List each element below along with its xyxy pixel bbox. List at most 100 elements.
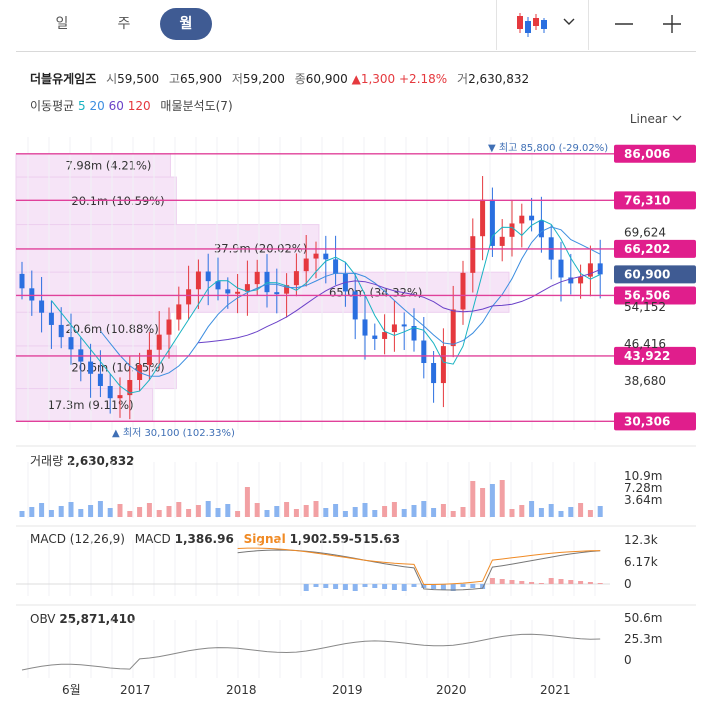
price-level-label: 56,506 — [624, 288, 670, 302]
volume-profile-label: 37.9m (20.02%) — [214, 241, 307, 255]
volume-bar — [470, 481, 476, 517]
tab-week[interactable]: 주 — [117, 16, 131, 32]
volume-profile-label: 7.98m (4.21%) — [65, 158, 151, 172]
moving-average-line — [51, 219, 601, 394]
volume-profile-label: 20.6m (10.85%) — [71, 360, 164, 374]
candle-body — [29, 288, 35, 301]
high-label: 고 — [168, 72, 180, 86]
price-level-badge — [614, 144, 696, 163]
volume-bar — [352, 507, 358, 517]
time-axis-label: 6월 — [62, 683, 81, 697]
macd-histogram-bar — [411, 584, 417, 587]
volume-bar — [460, 507, 466, 517]
volume-label: 거 — [457, 72, 469, 86]
price-level-badge — [614, 412, 696, 431]
all-time-low-marker: ▲ 최저 30,100 (102.33%) — [112, 427, 235, 439]
tab-day[interactable]: 일 — [55, 16, 69, 32]
quote-summary: 더블유게임즈 시59,500 고65,900 저59,200 종60,900 ▲… — [30, 70, 529, 87]
volume-bar — [519, 505, 525, 517]
zoom-out-button[interactable] — [606, 0, 642, 50]
price-level-badge — [614, 346, 696, 365]
macd-histogram-bar — [568, 580, 574, 584]
candle-body — [460, 272, 466, 310]
up-triangle-icon: ▲ — [351, 72, 361, 86]
volume-bar — [362, 503, 368, 517]
price-level-label: 86,006 — [624, 147, 670, 161]
tab-month[interactable]: 월 — [160, 8, 212, 40]
ma-label: 이동평균 — [30, 99, 75, 113]
macd-histogram-bar — [509, 580, 515, 584]
price-level-label: 30,306 — [624, 414, 670, 428]
candle-body — [342, 273, 348, 292]
candle-body — [244, 284, 250, 292]
volume-bar — [88, 505, 94, 517]
candle-body — [391, 324, 397, 333]
moving-average-line — [198, 269, 601, 344]
volume-bar — [431, 508, 437, 517]
volume-profile-label: 17.3m (9.11%) — [48, 398, 134, 412]
volume-bar — [176, 502, 182, 517]
macd-histogram-bar — [519, 581, 525, 584]
candle-body — [137, 364, 143, 380]
candle-body — [107, 385, 113, 399]
zoom-in-button[interactable] — [654, 0, 690, 50]
volume-bar — [323, 508, 329, 517]
candle-body — [568, 277, 574, 284]
toolbar-divider — [588, 0, 589, 50]
volume-bar — [313, 501, 319, 517]
open-price: 59,500 — [117, 72, 160, 86]
candle-body — [411, 325, 417, 341]
time-axis-label: 2020 — [436, 683, 467, 697]
macd-axis-tick: 6.17k — [624, 555, 658, 569]
macd-histogram-bar — [313, 584, 319, 587]
candle-body — [597, 263, 603, 275]
volume-bar — [578, 503, 584, 517]
candle-body — [480, 199, 486, 237]
scale-selector[interactable]: Linear — [630, 112, 683, 126]
volume-bar — [303, 505, 309, 517]
macd-histogram-bar — [558, 579, 564, 584]
volume-profile-label: 20.1m (10.59%) — [71, 194, 164, 208]
macd-histogram-bar — [489, 578, 495, 584]
candlestick-icon — [517, 13, 575, 37]
volume-bar — [597, 506, 603, 517]
price-axis-tick: 69,624 — [624, 225, 666, 239]
candle-body — [489, 199, 495, 246]
volume-bar — [450, 511, 456, 517]
volume-bar — [78, 509, 84, 517]
obv-line — [21, 633, 601, 671]
signal-value: 1,902.59-515.63 — [289, 532, 401, 546]
volume-bar — [117, 504, 123, 517]
candle-body — [293, 271, 299, 286]
candle-body — [254, 271, 260, 285]
low-label: 저 — [231, 72, 243, 86]
candle-body — [578, 276, 584, 284]
macd-histogram-bar — [431, 584, 437, 589]
price-level-badge — [614, 191, 696, 210]
all-time-high-marker: ▼ 최고 85,800 (-29.02%) — [488, 142, 608, 154]
volume-bar — [284, 502, 290, 517]
volume-bar — [587, 510, 593, 517]
volume-value: 2,630,832 — [468, 72, 530, 86]
volume-bar — [264, 510, 270, 517]
macd-title: MACD (12,26,9) — [30, 532, 125, 546]
candle-body — [19, 273, 25, 289]
price-axis-tick: 54,152 — [624, 300, 666, 314]
volume-bar — [382, 506, 388, 517]
volume-profile-label: 20.6m (10.88%) — [65, 322, 158, 336]
macd-axis-tick: 0 — [624, 577, 632, 591]
macd-histogram-bar — [597, 583, 603, 584]
volume-bar — [225, 504, 231, 517]
macd-value: 1,386.96 — [174, 532, 234, 546]
volume-bar — [146, 503, 152, 517]
candle-body — [313, 253, 319, 259]
open-label: 시 — [106, 72, 118, 86]
candle-body — [401, 324, 407, 327]
ma-5: 5 — [78, 99, 86, 113]
price-axis-tick: 46,416 — [624, 337, 666, 351]
obv-title: OBV — [30, 612, 56, 626]
chart-type-button[interactable] — [504, 0, 584, 50]
moving-average-legend[interactable]: 이동평균 5 20 60 120 매물분석도(7) — [30, 97, 233, 114]
volume-bar — [68, 502, 74, 517]
macd-histogram-bar — [352, 584, 358, 591]
